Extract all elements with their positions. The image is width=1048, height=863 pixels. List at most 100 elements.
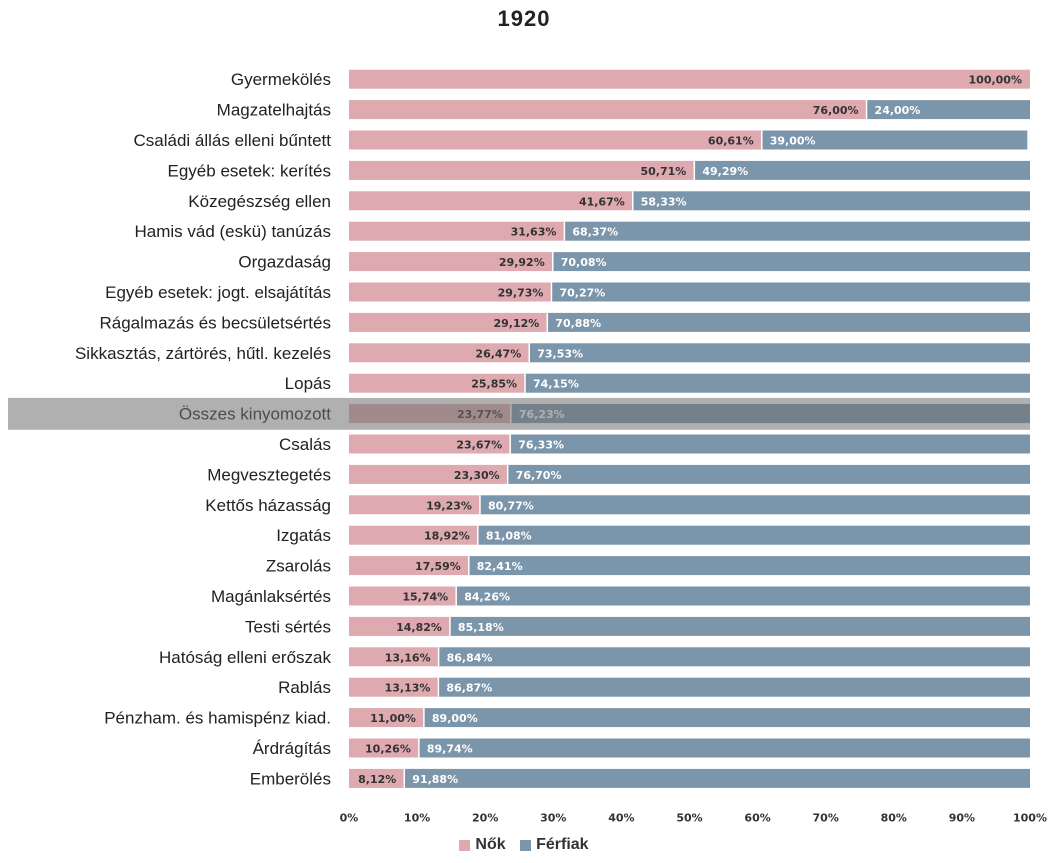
value-label-women-hatosag-elleni-eroszak: 13,16% [385,651,431,664]
category-label-ardragitas: Árdrágítás [253,739,331,758]
bar-men-kettos-hazassag [479,495,1030,515]
value-label-women-testi-sertes: 14,82% [396,621,442,634]
x-tick-label: 10% [404,812,430,825]
category-label-kettos-hazassag: Kettős házasság [205,496,331,515]
value-label-women-csaladi-allas-elleni-buntett: 60,61% [708,135,754,148]
bar-women-hatosag-elleni-eroszak [349,647,439,667]
bar-men-penzham-es-hamispenz-kiad [423,708,1030,728]
category-label-egyeb-esetek-kerites: Egyéb esetek: kerítés [168,161,331,180]
value-label-women-ragalmazas-es-becsuletsertes: 29,12% [493,317,539,330]
bar-men-izgatas [477,525,1030,545]
value-label-women-maganlaksertes: 15,74% [402,591,448,604]
bar-men-egyeb-esetek-kerites [694,160,1030,180]
value-label-women-emberoles: 8,12% [358,773,396,786]
value-label-men-emberoles: 91,88% [412,773,458,786]
value-label-men-ardragitas: 89,74% [427,743,473,756]
value-label-men-sikkasztas-zartores-hutl-kezeles: 73,53% [537,347,583,360]
legend-swatch-women [459,839,471,851]
legend-swatch-men [520,839,532,851]
value-label-men-kettos-hazassag: 80,77% [488,499,534,512]
value-label-women-megvesztegetes: 23,30% [454,469,500,482]
category-label-maganlaksertes: Magánlaksértés [211,587,331,606]
value-label-women-zsarolas: 17,59% [415,560,461,573]
bar-women-izgatas [349,525,478,545]
bar-men-csaladi-allas-elleni-buntett [761,130,1028,150]
bar-women-orgazdasag [349,252,553,272]
value-label-men-csalas: 76,33% [518,439,564,452]
value-label-women-kettos-hazassag: 19,23% [426,499,472,512]
category-label-hamis-vad-esku-tanuzas: Hamis vád (eskü) tanúzás [134,222,331,241]
value-label-men-izgatas: 81,08% [486,530,532,543]
value-label-men-maganlaksertes: 84,26% [464,591,510,604]
bar-women-kettos-hazassag [349,495,480,515]
bar-men-orgazdasag [552,252,1030,272]
value-label-women-lopas: 25,85% [471,378,517,391]
bar-men-emberoles [404,768,1030,788]
bar-women-csaladi-allas-elleni-buntett [349,130,762,150]
bar-women-penzham-es-hamispenz-kiad [349,708,424,728]
bar-women-testi-sertes [349,616,450,636]
x-tick-label: 40% [608,812,634,825]
chart-title: 1920 [497,6,551,31]
bar-women-magzatelhajtas [349,100,867,120]
value-label-men-hamis-vad-esku-tanuzas: 68,37% [572,226,618,239]
category-label-izgatas: Izgatás [276,526,331,545]
legend-item-men: Férfiak [520,836,589,854]
legend: Nők Férfiak [0,836,1048,856]
bar-men-ragalmazas-es-becsuletsertes [547,312,1030,332]
bar-women-egyeb-esetek-kerites [349,160,695,180]
value-label-men-magzatelhajtas: 24,00% [875,104,921,117]
bar-men-egyeb-esetek-jogt-elsajatitas [551,282,1030,302]
x-tick-label: 90% [949,812,975,825]
bar-women-csalas [349,434,511,454]
bar-men-ardragitas [418,738,1030,758]
x-tick-label: 0% [340,812,359,825]
value-label-men-megvesztegetes: 76,70% [516,469,562,482]
category-label-csalas: Csalás [279,435,331,454]
x-tick-label: 20% [472,812,498,825]
bar-women-ragalmazas-es-becsuletsertes [349,312,548,332]
bar-women-kozegeszseg-ellen [349,191,633,211]
x-tick-label: 30% [540,812,566,825]
bar-women-ardragitas [349,738,419,758]
category-label-egyeb-esetek-jogt-elsajatitas: Egyéb esetek: jogt. elsajátítás [105,283,331,302]
category-label-csaladi-allas-elleni-buntett: Családi állás elleni bűntett [133,131,331,150]
value-label-men-zsarolas: 82,41% [477,560,523,573]
legend-item-women: Nők [459,836,506,854]
bar-men-hatosag-elleni-eroszak [438,647,1030,667]
bar-men-testi-sertes [449,616,1030,636]
value-label-men-rablas: 86,87% [446,682,492,695]
bar-women-hamis-vad-esku-tanuzas [349,221,565,241]
bar-men-megvesztegetes [507,464,1031,484]
value-label-men-ragalmazas-es-becsuletsertes: 70,88% [555,317,601,330]
value-label-women-sikkasztas-zartores-hutl-kezeles: 26,47% [475,347,521,360]
chart-plot: Gyermekölés 100,00% Magzatelhajtás 24,00% 76… [8,69,1047,825]
value-label-women-orgazdasag: 29,92% [499,256,545,269]
category-label-testi-sertes: Testi sértés [245,617,331,636]
bar-women-lopas [349,373,526,393]
category-label-sikkasztas-zartores-hutl-kezeles: Sikkasztás, zártörés, hűtl. kezelés [75,344,331,363]
bar-women-rablas [349,677,439,697]
category-label-ragalmazas-es-becsuletsertes: Rágalmazás és becsületsértés [99,313,331,332]
bar-men-rablas [438,677,1031,697]
bar-men-hamis-vad-esku-tanuzas [564,221,1030,241]
value-label-women-izgatas: 18,92% [424,530,470,543]
bar-women-sikkasztas-zartores-hutl-kezeles [349,343,530,363]
legend-label-women: Nők [475,836,506,853]
category-label-hatosag-elleni-eroszak: Hatóság elleni erőszak [159,648,331,667]
category-label-lopas: Lopás [285,374,331,393]
bar-women-megvesztegetes [349,464,508,484]
bar-women-emberoles [349,768,405,788]
bar-women-zsarolas [349,556,469,576]
value-label-men-csaladi-allas-elleni-buntett: 39,00% [770,135,816,148]
category-label-rablas: Rablás [278,678,331,697]
value-label-men-orgazdasag: 70,08% [561,256,607,269]
value-label-men-egyeb-esetek-kerites: 49,29% [702,165,748,178]
bar-women-egyeb-esetek-jogt-elsajatitas [349,282,552,302]
x-tick-label: 60% [744,812,770,825]
highlight-band [8,397,1030,430]
value-label-men-testi-sertes: 85,18% [458,621,504,634]
value-label-women-egyeb-esetek-kerites: 50,71% [641,165,687,178]
bar-men-maganlaksertes [456,586,1030,606]
bar-men-sikkasztas-zartores-hutl-kezeles [529,343,1030,363]
